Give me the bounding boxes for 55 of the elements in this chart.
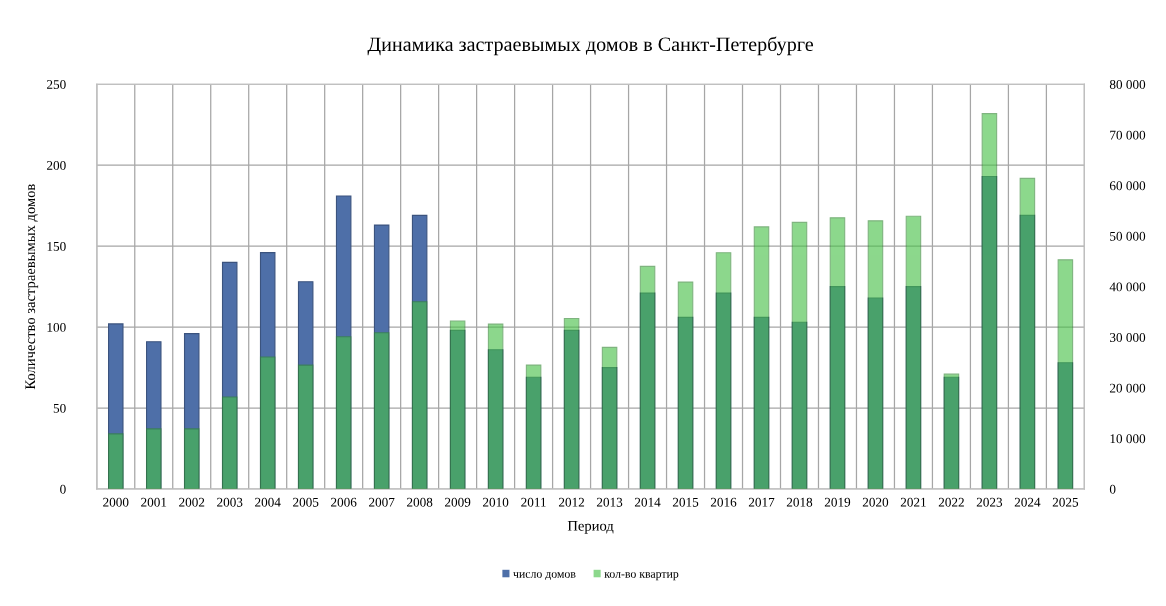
- y-tick-label: 150: [47, 241, 66, 251]
- x-tick-label: 2012: [558, 497, 585, 507]
- y2-tick-label: 0: [1109, 484, 1116, 494]
- x-tick-label: 2025: [1052, 497, 1079, 507]
- y2-tick-label: 40 000: [1109, 282, 1146, 292]
- y-tick-label: 250: [47, 80, 66, 89]
- y-axis-title: Количество застраевымых домов: [25, 184, 39, 390]
- x-tick-label: 2009: [445, 497, 471, 507]
- y2-tick-label: 10 000: [1110, 434, 1146, 444]
- x-tick-label: 2021: [900, 497, 926, 507]
- bar: [107, 323, 124, 490]
- bar: [145, 341, 162, 490]
- chart-title: Динамика застраевымых домов в Санкт-Петербурге: [367, 36, 814, 56]
- x-tick-label: 2000: [103, 497, 129, 507]
- x-tick-label: 2003: [217, 497, 243, 507]
- x-tick-label: 2007: [369, 497, 395, 507]
- x-tick-label: 2015: [672, 497, 699, 507]
- x-tick-label: 2010: [483, 497, 509, 507]
- bar: [221, 261, 238, 490]
- x-tick-label: 2020: [862, 497, 889, 507]
- y2-tick-label: 80 000: [1109, 80, 1146, 89]
- y2-tick-label: 50 000: [1110, 231, 1146, 241]
- x-tick-label: 2006: [331, 497, 357, 507]
- x-tick-label: 2024: [1014, 497, 1041, 507]
- x-tick-label: 2011: [521, 497, 546, 507]
- x-tick-label: 2001: [141, 497, 167, 507]
- y2-tick-label: 70 000: [1110, 130, 1146, 140]
- y2-tick-label: 20 000: [1109, 383, 1146, 393]
- legend-label: кол-во квартир: [604, 572, 679, 581]
- x-tick-label: 2022: [938, 497, 964, 507]
- y-tick-label: 0: [60, 484, 66, 494]
- x-tick-label: 2014: [634, 497, 661, 507]
- bar: [259, 252, 276, 490]
- x-tick-label: 2008: [407, 497, 433, 507]
- y-tick-label: 200: [47, 161, 66, 170]
- x-tick-label: 2013: [596, 497, 623, 507]
- bar: [183, 333, 200, 490]
- x-tick-label: 2002: [179, 497, 205, 507]
- x-tick-label: 2018: [786, 497, 813, 507]
- bar: [373, 224, 390, 490]
- legend-label: число домов: [513, 572, 576, 580]
- bar: [411, 214, 428, 490]
- x-axis-title: Период: [567, 521, 614, 534]
- y2-tick-label: 60 000: [1109, 181, 1146, 191]
- x-tick-label: 2016: [710, 497, 737, 507]
- y-tick-label: 50: [53, 403, 66, 413]
- bar: [297, 281, 314, 490]
- y2-tick-label: 30 000: [1110, 333, 1146, 342]
- x-tick-label: 2005: [293, 497, 319, 507]
- x-tick-label: 2023: [976, 497, 1003, 507]
- x-tick-label: 2004: [255, 497, 281, 507]
- x-tick-label: 2019: [824, 497, 851, 507]
- bar: [335, 195, 352, 490]
- y-tick-label: 100: [47, 322, 66, 332]
- x-tick-label: 2017: [748, 497, 775, 507]
